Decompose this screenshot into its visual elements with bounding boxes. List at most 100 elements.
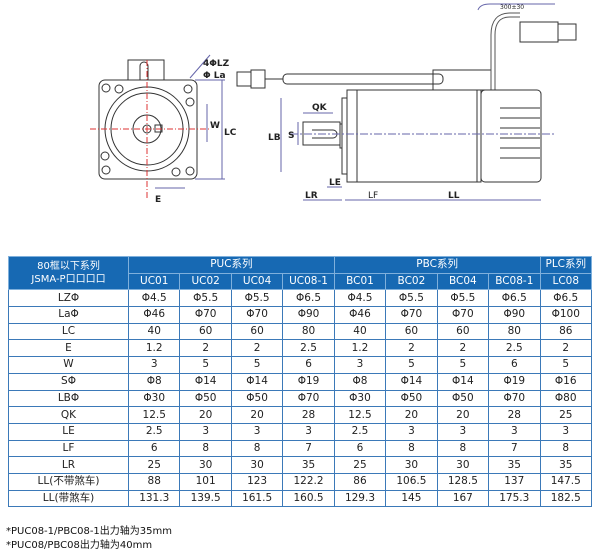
- label-lb: LB: [268, 133, 281, 143]
- label-w: W: [210, 121, 220, 131]
- table-cell: 5: [436, 356, 490, 374]
- table-row: LaΦ Φ46 Φ70 Φ70 Φ90 Φ46 Φ70 Φ70 Φ90 Φ100: [8, 306, 592, 324]
- table-cell: Φ8: [127, 372, 181, 391]
- table-cell: Φ14: [436, 372, 490, 391]
- table-cell: 129.3: [333, 489, 387, 508]
- model-header: UC04: [230, 272, 284, 291]
- table-cell: 20: [436, 406, 490, 424]
- table-cell: 3: [127, 356, 181, 374]
- table-cell: Φ5.5: [230, 289, 284, 308]
- table-cell: Φ80: [539, 389, 592, 408]
- table-cell: 35: [488, 456, 541, 474]
- table-cell: 2.5: [488, 339, 541, 358]
- table-cell: 35: [539, 456, 592, 474]
- table-cell: Φ50: [179, 389, 232, 408]
- row-label: LF: [8, 439, 129, 458]
- table-cell: Φ4.5: [333, 289, 387, 308]
- table-cell: 20: [179, 406, 232, 424]
- table-cell: Φ8: [333, 372, 387, 391]
- table-cell: Φ14: [230, 372, 284, 391]
- table-cell: Φ5.5: [385, 289, 438, 308]
- table-cell: 123: [230, 472, 284, 491]
- model-header: BC01: [333, 272, 387, 291]
- table-cell: Φ50: [385, 389, 438, 408]
- table-cell: 28: [488, 406, 541, 424]
- table-cell: 30: [385, 456, 438, 474]
- model-header: LC08: [539, 272, 592, 291]
- table-cell: 5: [539, 356, 592, 374]
- row-label: LC: [8, 322, 129, 341]
- table-cell: 25: [539, 406, 592, 424]
- table-cell: Φ4.5: [127, 289, 181, 308]
- table-cell: Φ46: [127, 306, 181, 324]
- table-cell: 5: [230, 356, 284, 374]
- table-cell: 161.5: [230, 489, 284, 508]
- model-header: BC08-1: [488, 272, 541, 291]
- label-le: LE: [329, 178, 341, 188]
- model-header: UC08-1: [282, 272, 335, 291]
- table-cell: 160.5: [282, 489, 335, 508]
- table-cell: 12.5: [333, 406, 387, 424]
- table-cell: Φ6.5: [488, 289, 541, 308]
- table-cell: 30: [436, 456, 490, 474]
- table-cell: 145: [385, 489, 438, 508]
- table-cell: 175.3: [488, 489, 541, 508]
- table-cell: Φ90: [488, 306, 541, 324]
- row-label: W: [8, 356, 129, 374]
- table-cell: 40: [333, 322, 387, 341]
- table-cell: 8: [179, 439, 232, 458]
- table-cell: 6: [282, 356, 335, 374]
- table-cell: 35: [282, 456, 335, 474]
- table-cell: Φ6.5: [539, 289, 592, 308]
- label-lz: 4ΦLZ: [203, 59, 230, 69]
- table-cell: 20: [385, 406, 438, 424]
- table-cell: 5: [179, 356, 232, 374]
- table-cell: Φ70: [385, 306, 438, 324]
- table-cell: 2: [385, 339, 438, 358]
- table-cell: 3: [230, 422, 284, 441]
- table-cell: 8: [436, 439, 490, 458]
- table-cell: Φ30: [333, 389, 387, 408]
- table-cell: 2.5: [333, 422, 387, 441]
- table-cell: 131.3: [127, 489, 181, 508]
- table-cell: 1.2: [127, 339, 181, 358]
- table-cell: 137: [488, 472, 541, 491]
- dimension-table: 80框以下系列 JSMA-P口口口口 PUC系列 PBC系列 PLC系列 UC0…: [8, 255, 592, 508]
- table-cell: 60: [436, 322, 490, 341]
- table-cell: Φ70: [230, 306, 284, 324]
- table-cell: 3: [488, 422, 541, 441]
- row-label: LL(不带煞车): [8, 472, 129, 491]
- connector-and-cable: [236, 3, 577, 91]
- table-cell: 2.5: [282, 339, 335, 358]
- table-row: LL(不带煞车) 88 101 123 122.2 86 106.5 128.5 137 147.…: [8, 472, 592, 491]
- group-pbc: PBC系列: [333, 256, 541, 274]
- label-cable-length: 300±30: [500, 4, 524, 11]
- table-row: E 1.2 2 2 2.5 1.2 2 2 2.5 2: [8, 339, 592, 358]
- table-cell: 3: [385, 422, 438, 441]
- row-label: LaΦ: [8, 306, 129, 324]
- table-cell: 122.2: [282, 472, 335, 491]
- table-cell: 7: [282, 439, 335, 458]
- table-cell: Φ70: [282, 389, 335, 408]
- table-row: LC 40 60 60 80 40 60 60 80 86: [8, 322, 592, 341]
- table-cell: 6: [488, 356, 541, 374]
- row-label: LZΦ: [8, 289, 129, 308]
- table-cell: 182.5: [539, 489, 592, 508]
- table-cell: 8: [230, 439, 284, 458]
- label-e: E: [155, 195, 161, 205]
- table-cell: 3: [436, 422, 490, 441]
- footnote-2: *PUC08/PBC08出力轴为40mm: [6, 540, 153, 551]
- table-cell: 25: [127, 456, 181, 474]
- table-cell: Φ46: [333, 306, 387, 324]
- table-cell: 80: [488, 322, 541, 341]
- side-view: [280, 89, 555, 201]
- table-cell: Φ70: [436, 306, 490, 324]
- table-cell: 40: [127, 322, 181, 341]
- table-cell: 2: [230, 339, 284, 358]
- corner-line2: JSMA-P口口口口: [31, 274, 106, 286]
- table-cell: Φ14: [385, 372, 438, 391]
- table-cell: 7: [488, 439, 541, 458]
- model-header: BC04: [436, 272, 490, 291]
- row-label: LR: [8, 456, 129, 474]
